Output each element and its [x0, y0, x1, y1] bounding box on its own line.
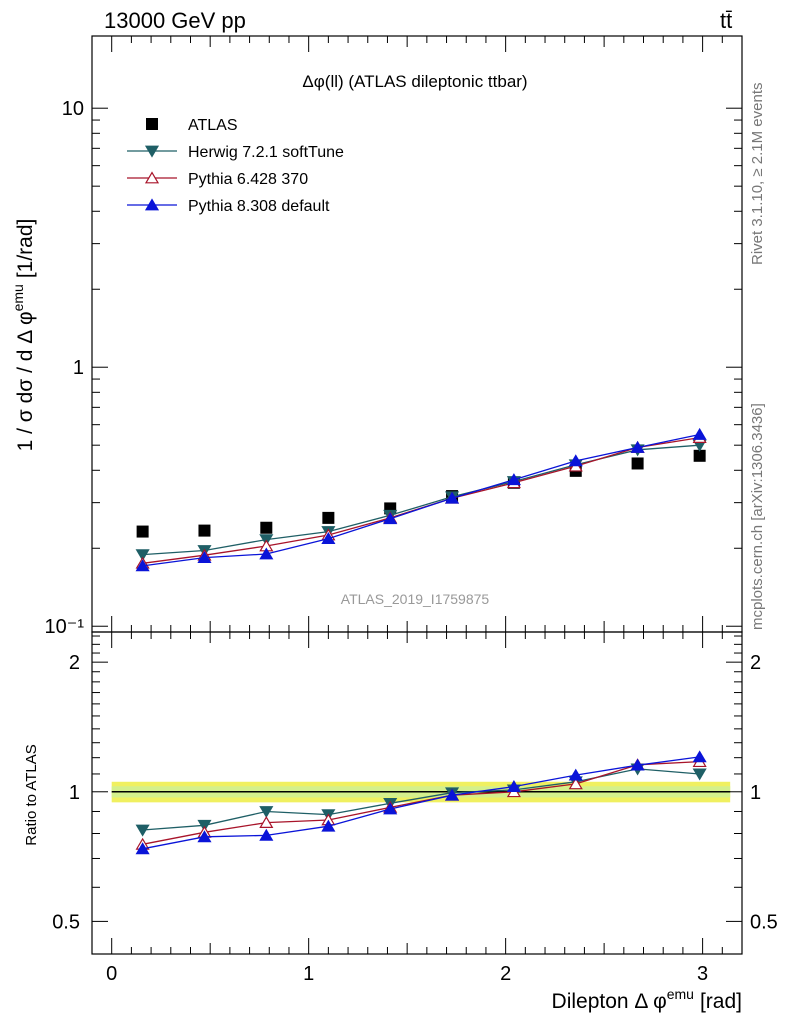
series-line — [142, 436, 700, 564]
ratio-ticks: 0.5 0.5 1 1 2 2 0 1 2 3 — [52, 632, 778, 985]
y-axis-label-sup: emu — [10, 284, 26, 311]
ratio-point — [259, 806, 274, 819]
ratio-y-tick-label: 2 — [69, 652, 80, 674]
x-tick-label: 1 — [303, 963, 314, 985]
ratio-y-tick-label: 1 — [69, 782, 80, 804]
x-axis-label-unit: [rad] — [700, 990, 742, 1013]
y-tick-label: 10 — [62, 98, 84, 120]
ratio-point — [135, 842, 150, 855]
ratio-y-axis-label: Ratio to ATLAS — [23, 744, 40, 845]
y-axis-label-unit: [1/rad] — [14, 219, 37, 279]
ratio-point — [135, 824, 150, 837]
mcplots-label: mcplots.cern.ch [arXiv:1306.3436] — [749, 403, 766, 630]
x-tick-label: 2 — [500, 963, 511, 985]
data-point — [197, 551, 212, 564]
rivet-label: Rivet 3.1.10, ≥ 2.1M events — [749, 83, 766, 266]
ratio-point — [630, 758, 645, 771]
legend-label: Herwig 7.2.1 softTune — [188, 144, 344, 161]
ratio-series-2 — [135, 750, 707, 855]
data-point — [259, 547, 274, 560]
chart-title: Δφ(ll) (ATLAS dileptonic ttbar) — [302, 72, 527, 91]
ratio-point — [321, 819, 336, 832]
x-axis-label: Dilepton Δ φemu [rad] — [552, 986, 742, 1013]
series-1 — [135, 439, 707, 562]
data-point — [198, 524, 211, 537]
legend-item: ATLAS — [146, 117, 238, 134]
data-point — [135, 559, 150, 572]
ratio-point — [568, 768, 583, 781]
legend-item: Pythia 8.308 default — [127, 198, 330, 215]
data-point — [693, 449, 706, 462]
data-point — [383, 512, 398, 525]
ratio-line — [142, 768, 700, 831]
ratio-frame — [91, 631, 743, 955]
data-point — [568, 454, 583, 467]
ratio-point — [259, 816, 274, 829]
ratio-y-tick-label-right: 0.5 — [750, 911, 778, 933]
y-tick-label: 10⁻¹ — [45, 616, 85, 638]
series-3 — [135, 427, 707, 572]
ratio-point — [692, 768, 707, 781]
main-ticks: 10⁻¹ 1 10 — [45, 36, 743, 638]
ratio-line — [142, 760, 700, 845]
y-axis-label-main: 1 / σ dσ / d Δ φ — [14, 311, 37, 451]
y-axis-label: 1 / σ dσ / d Δ φemu [1/rad] — [10, 219, 37, 452]
data-point — [135, 549, 150, 562]
header-collision: 13000 GeV pp — [104, 8, 246, 33]
legend-label: Pythia 8.308 default — [188, 198, 330, 215]
data-point — [445, 491, 460, 504]
data-point — [630, 440, 645, 453]
ratio-band — [111, 781, 731, 803]
ratio-line — [142, 756, 700, 850]
ratio-point — [692, 750, 707, 763]
data-point — [136, 525, 149, 538]
main-series — [135, 427, 707, 572]
ratio-point — [197, 819, 212, 832]
ratio-point — [383, 802, 398, 815]
legend-label: ATLAS — [188, 117, 238, 134]
ratio-panel: 0.5 0.5 1 1 2 2 0 1 2 3 Ratio to ATLAS — [23, 631, 778, 985]
series-line — [142, 444, 700, 556]
data-point — [506, 473, 521, 486]
data-point — [260, 521, 273, 534]
header-process: tt̄ — [720, 8, 732, 33]
series-0 — [136, 449, 706, 538]
series-line — [142, 433, 700, 567]
legend-marker — [144, 145, 160, 158]
legend-item: Pythia 6.428 370 — [127, 171, 308, 188]
data-point — [631, 457, 644, 470]
legend-marker — [144, 198, 160, 211]
ratio-point — [197, 830, 212, 843]
ratio-point — [506, 780, 521, 793]
data-point — [321, 531, 336, 544]
x-axis-label-sup: emu — [667, 986, 694, 1002]
x-tick-label: 3 — [697, 963, 708, 985]
ratio-series — [135, 750, 707, 855]
legend-marker — [146, 118, 158, 130]
ratio-y-tick-label-right: 2 — [750, 652, 761, 674]
legend-label: Pythia 6.428 370 — [188, 171, 308, 188]
data-point — [692, 427, 707, 440]
ratio-point — [445, 788, 460, 801]
data-point — [322, 511, 335, 524]
ratio-point — [259, 828, 274, 841]
x-tick-label: 0 — [106, 963, 117, 985]
legend-marker — [144, 171, 160, 184]
ratio-y-tick-label-right: 1 — [750, 782, 761, 804]
legend: ATLAS Herwig 7.2.1 softTune Pythia 6.428 3… — [127, 117, 344, 215]
legend-item: Herwig 7.2.1 softTune — [127, 144, 344, 161]
ratio-point — [568, 777, 583, 790]
x-axis-label-main: Dilepton Δ φ — [552, 990, 667, 1013]
watermark: ATLAS_2019_I1759875 — [341, 591, 490, 607]
ratio-y-tick-label: 0.5 — [52, 911, 80, 933]
y-tick-label: 1 — [73, 357, 84, 379]
